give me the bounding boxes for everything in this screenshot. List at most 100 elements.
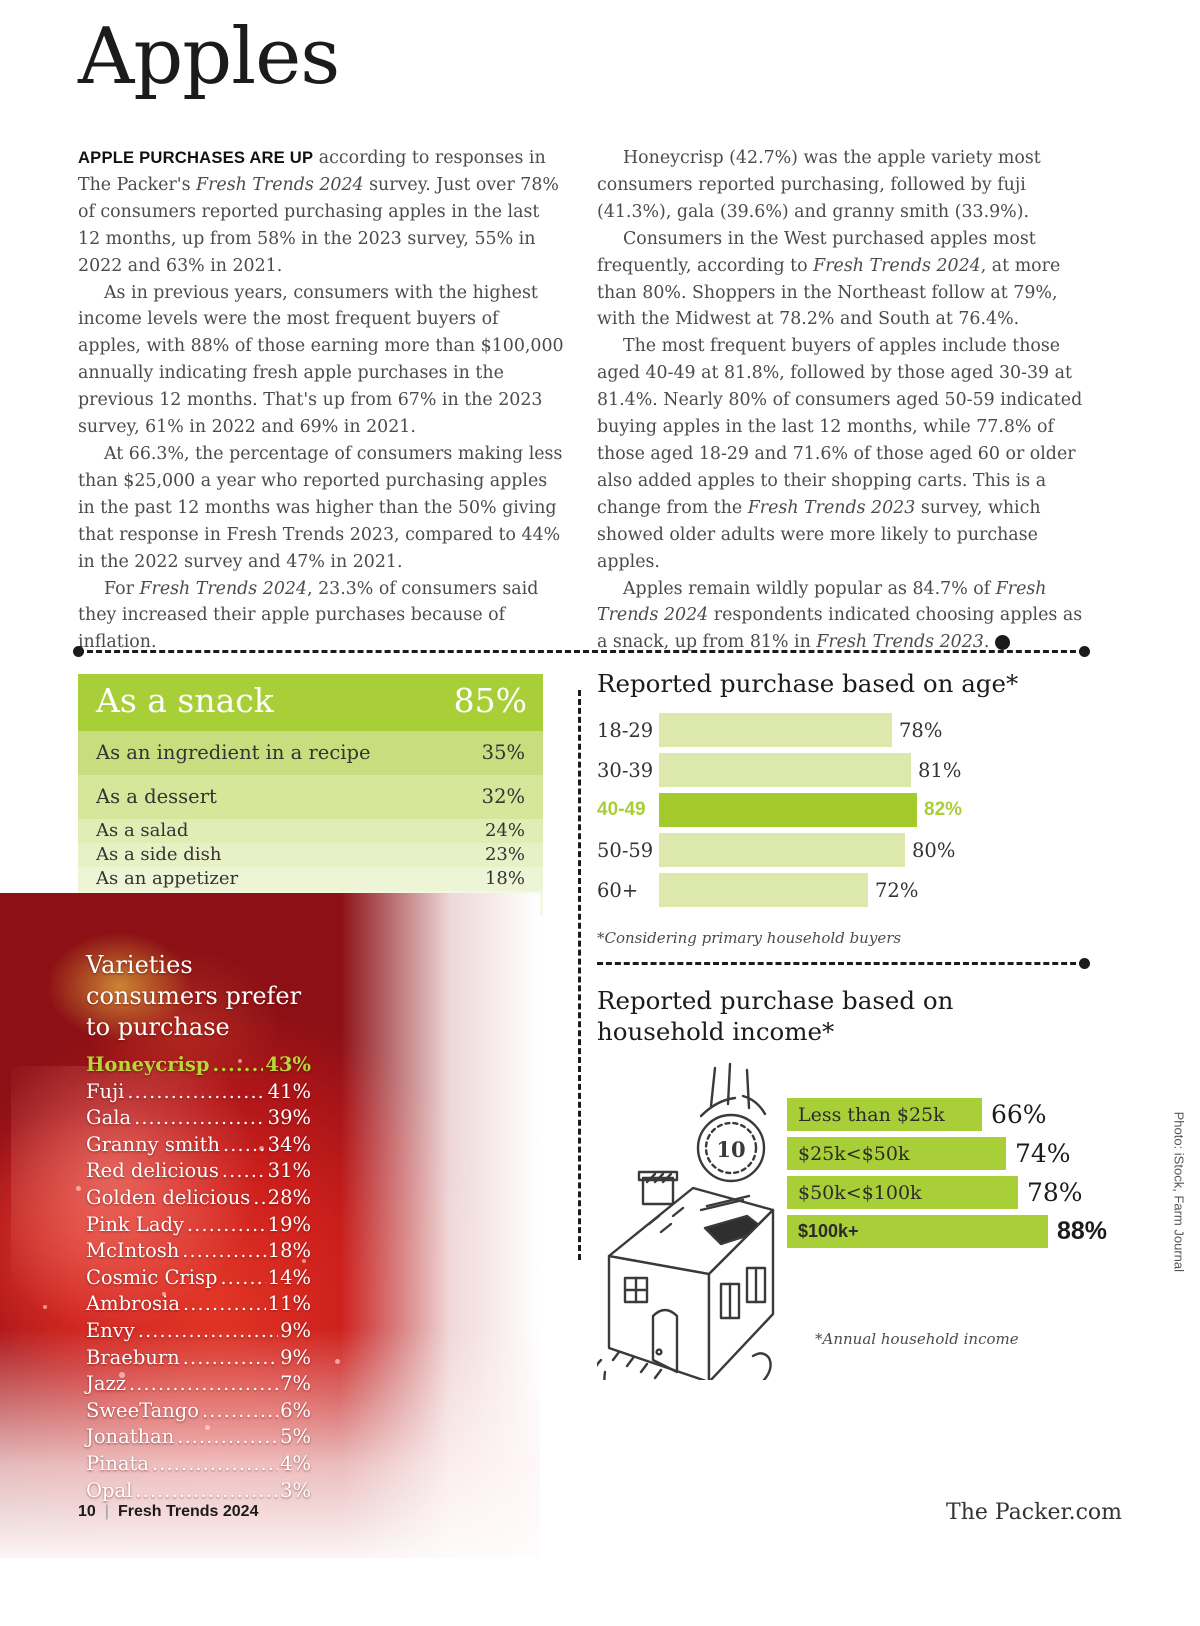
list-item: Jonathan................................… [86,1425,311,1449]
usage-value: 35% [481,741,525,764]
list-item: Envy....................................… [86,1318,311,1342]
usage-value: 23% [484,844,525,865]
house-hand-drawn-icon: 10 [597,1062,775,1380]
age-chart: Reported purchase based on age* 18-29 78… [597,668,1100,947]
income-bar: Less than $25k [787,1098,982,1131]
divider-vertical [578,690,581,1260]
chart-row: 60+ 72% [597,873,1100,907]
income-chart: Reported purchase based on household inc… [597,985,1107,1380]
age-label: 18-29 [597,718,654,742]
page-title: Apples [78,12,340,102]
usage-table-title: As a snack [96,681,274,720]
divider-top [73,646,1090,657]
varieties-list: Varieties consumers prefer to purchase H… [86,950,311,1504]
age-label: 60+ [597,878,639,902]
chart-row: $50k<$100k 78% [787,1176,1107,1209]
publication-name: Fresh Trends 2024 [117,1503,259,1520]
age-bar [659,873,868,907]
age-label: 30-39 [597,758,654,782]
income-bars: Less than $25k 66% $25k<$50k 74% $50k<$1… [787,1098,1107,1254]
age-bar [659,753,911,787]
income-value: 78% [1027,1178,1083,1207]
usage-value: 18% [484,868,525,889]
usage-table-header: As a snack 85% [78,674,543,731]
age-value: 78% [899,718,943,742]
chart-row: 50-59 80% [597,833,1100,867]
chart-row: 18-29 78% [597,713,1100,747]
list-item: Golden delicious........................… [86,1185,311,1209]
table-row: As an ingredient in a recipe 35% [78,731,543,775]
age-value: 81% [918,758,962,782]
list-item: Ambrosia................................… [86,1292,311,1316]
list-item: Honeycrisp..............................… [86,1053,311,1076]
chart-row: 30-39 81% [597,753,1100,787]
paragraph-7: The most frequent buyers of apples inclu… [597,336,1083,572]
paragraph-1: APPLE PURCHASES ARE UP according to resp… [78,148,559,276]
photo-credit: Photo: iStock, Farm Journal [1171,1111,1186,1272]
chart-row-highlighted: 40-49 82% [597,793,1100,827]
age-chart-footnote: *Considering primary household buyers [597,929,902,947]
paragraph-4: For Fresh Trends 2024, 23.3% of consumer… [78,578,539,653]
divider-middle [597,958,1090,969]
varieties-title: Varieties consumers prefer to purchase [86,951,302,1041]
list-item: Gala....................................… [86,1106,311,1130]
age-bar [659,833,905,867]
usage-label: As a dessert [96,785,217,808]
income-bar: $50k<$100k [787,1176,1018,1209]
age-value: 82% [924,799,963,820]
usage-label: As an ingredient in a recipe [96,741,371,764]
table-row: As an appetizer 18% [78,867,543,891]
age-bar [659,713,892,747]
usage-value: 24% [484,820,525,841]
paragraph-2: As in previous years, consumers with the… [78,282,564,438]
usage-label: As a side dish [96,844,222,865]
income-value: 88% [1056,1217,1107,1245]
list-item: Pink Lady...............................… [86,1212,311,1236]
list-item: Jazz....................................… [86,1372,311,1396]
list-item: Fuji....................................… [86,1079,311,1103]
age-value: 80% [912,838,956,862]
list-item: McIntosh................................… [86,1239,311,1263]
usage-label: As a salad [96,820,189,841]
paragraph-6: Consumers in the West purchased apples m… [597,228,1061,330]
apple-photo [0,893,540,1558]
list-item: Cosmic Crisp............................… [86,1265,311,1289]
list-item: Granny smith............................… [86,1132,311,1156]
paragraph-5: Honeycrisp (42.7%) was the apple variety… [597,148,1041,222]
footer-left: 10 | Fresh Trends 2024 [78,1503,258,1521]
lead-in: APPLE PURCHASES ARE UP [78,148,314,167]
table-row: As a side dish 23% [78,843,543,867]
usage-table-header-value: 85% [453,681,527,720]
income-bar: $25k<$50k [787,1137,1006,1170]
usage-value: 32% [481,785,525,808]
list-item: SweeTango...............................… [86,1398,311,1422]
paragraph-3: At 66.3%, the percentage of consumers ma… [78,443,563,572]
chart-row: $25k<$50k 74% [787,1137,1107,1170]
article-column-right: Honeycrisp (42.7%) was the apple variety… [597,145,1084,656]
article-column-left: APPLE PURCHASES ARE UP according to resp… [78,145,565,656]
income-value: 74% [1015,1139,1071,1168]
income-bar: $100k+ [787,1215,1048,1248]
age-label: 40-49 [597,799,646,820]
footer-separator: | [104,1503,109,1520]
age-chart-title: Reported purchase based on age* [597,669,1019,698]
income-chart-title: Reported purchase based on household inc… [597,986,954,1046]
age-label: 50-59 [597,838,654,862]
usage-table: As a snack 85% As an ingredient in a rec… [78,674,543,915]
page-number: 10 [78,1503,96,1520]
table-row: As a dessert 32% [78,775,543,819]
age-value: 72% [875,878,919,902]
end-mark-icon: m [995,635,1031,651]
svg-text:10: 10 [716,1137,745,1162]
list-item: Braeburn................................… [86,1345,311,1369]
chart-row: Less than $25k 66% [787,1098,1107,1131]
list-item: Opal....................................… [86,1478,311,1502]
chart-row-highlighted: $100k+ 88% [787,1215,1107,1248]
age-bar [659,793,917,827]
table-row: As a salad 24% [78,819,543,843]
income-value: 66% [991,1100,1047,1129]
footer-website: The Packer.com [946,1500,1122,1525]
list-item: Pinata..................................… [86,1451,311,1475]
paragraph-8: Apples remain wildly popular as 84.7% of… [597,578,1083,653]
